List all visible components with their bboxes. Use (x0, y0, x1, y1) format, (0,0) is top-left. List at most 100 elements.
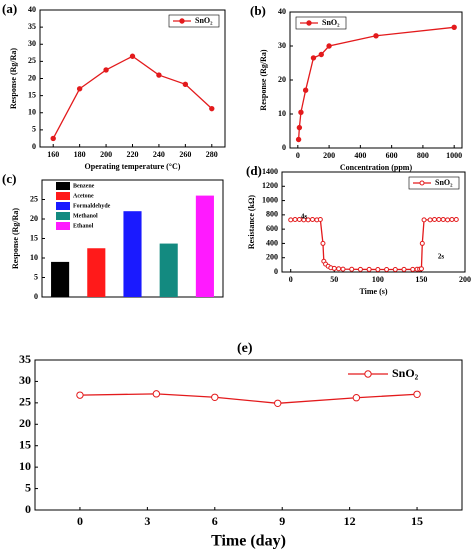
legend-swatch (56, 212, 70, 220)
data-point (296, 124, 303, 131)
data-point (211, 393, 219, 401)
y-tick-label: 5 (34, 272, 38, 281)
data-point (320, 240, 326, 246)
x-tick-label: 200 (459, 275, 471, 284)
x-axis-label: Time (day) (211, 533, 286, 550)
series-line (290, 218, 457, 271)
y-tick-label: 40 (278, 7, 286, 16)
data-point (310, 55, 317, 61)
data-point (326, 43, 332, 49)
y-tick-label: 10 (28, 108, 36, 117)
y-tick-label: 0 (25, 502, 31, 516)
legend-marker (306, 20, 312, 26)
plot-frame (281, 171, 466, 273)
y-tick-label: 800 (266, 210, 278, 219)
x-tick-label: 0 (296, 151, 300, 160)
data-point (103, 67, 109, 73)
data-point (451, 24, 457, 30)
y-tick-label: 20 (30, 214, 38, 223)
data-point (432, 217, 437, 222)
x-tick-label: 800 (417, 151, 429, 160)
data-point (302, 87, 309, 93)
data-point (418, 266, 424, 272)
data-point (445, 217, 451, 223)
y-tick-label: 15 (19, 437, 31, 451)
legend-box (168, 14, 220, 28)
annotation: 4s (301, 213, 308, 221)
x-tick-label: 180 (74, 150, 86, 159)
data-point (357, 266, 363, 272)
y-tick-label: 1000 (262, 195, 278, 204)
series-line (79, 393, 418, 404)
data-point (331, 265, 337, 271)
bar (195, 195, 214, 297)
data-point (129, 53, 136, 59)
y-tick-label: 1200 (262, 181, 278, 190)
data-point (318, 51, 324, 58)
legend-swatch (56, 202, 70, 210)
data-point (413, 390, 421, 398)
y-tick-label: 15 (30, 233, 38, 242)
y-tick-label: 25 (28, 56, 36, 65)
y-tick-label: 0 (282, 143, 286, 152)
data-point (373, 33, 379, 39)
y-tick-label: 200 (266, 253, 278, 262)
legend-label: SnO₂ (392, 366, 419, 380)
data-point (156, 72, 162, 78)
data-point (295, 136, 302, 143)
data-point (317, 217, 323, 222)
x-tick-label: 0 (289, 275, 293, 284)
data-point (427, 217, 433, 223)
data-point (209, 105, 215, 112)
x-tick-label: 200 (323, 151, 335, 160)
y-tick-label: 600 (266, 224, 278, 233)
x-tick-label: 15 (411, 514, 423, 528)
y-tick-label: 30 (28, 39, 36, 48)
y-axis-label: Response (Rg/Ra) (11, 208, 20, 269)
y-axis-label: Resistance (kΩ) (247, 195, 256, 250)
legend-label: SnO₂ (195, 16, 213, 25)
x-tick-label: 260 (179, 150, 191, 159)
y-tick-label: 40 (28, 5, 36, 14)
y-tick-label: 10 (19, 459, 31, 473)
plot-frame (39, 9, 226, 148)
data-point (449, 217, 455, 222)
data-point (421, 217, 427, 223)
y-tick-label: 5 (32, 125, 36, 134)
data-point (152, 390, 161, 398)
x-tick-label: 0 (77, 514, 83, 528)
panel-label: (a) (2, 1, 17, 16)
data-point (375, 267, 381, 272)
legend-swatch (56, 192, 70, 200)
y-tick-label: 0 (274, 267, 278, 276)
data-point (288, 217, 294, 223)
x-axis-label: Concentration (ppm) (340, 163, 413, 172)
data-point (453, 217, 459, 222)
data-point (436, 217, 442, 222)
data-point (384, 267, 390, 272)
y-tick-label: 400 (266, 238, 278, 247)
legend-label: Formaldehyde (73, 203, 111, 209)
bar (51, 261, 70, 297)
data-point (440, 217, 446, 222)
x-axis-label: Time (s) (359, 287, 387, 296)
bar (159, 243, 178, 297)
y-tick-label: 10 (30, 253, 38, 262)
legend-marker (179, 18, 185, 24)
legend-marker (364, 370, 372, 378)
data-point (349, 266, 355, 272)
bar (87, 248, 106, 297)
panel-label: (d) (246, 163, 262, 178)
y-tick-label: 25 (30, 194, 38, 203)
plot-frame (34, 359, 463, 511)
data-point (310, 217, 315, 222)
legend-swatch (56, 182, 70, 190)
y-tick-label: 20 (278, 75, 286, 84)
x-tick-label: 280 (206, 150, 218, 159)
y-tick-label: 0 (32, 142, 36, 151)
legend-box (295, 16, 347, 30)
x-tick-label: 1000 (446, 151, 462, 160)
series-line (297, 26, 455, 140)
x-tick-label: 160 (47, 150, 59, 159)
